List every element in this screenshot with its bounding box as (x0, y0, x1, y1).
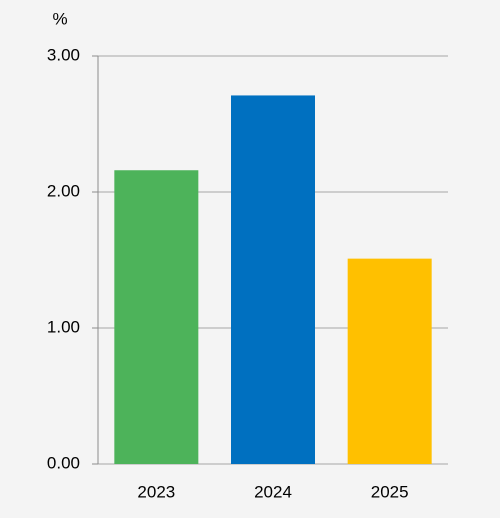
y-axis-label: % (52, 9, 67, 28)
x-tick-label: 2024 (254, 482, 292, 501)
x-tick-label: 2023 (137, 482, 175, 501)
x-tick-label: 2025 (371, 482, 409, 501)
bar (231, 95, 315, 464)
y-tick-label: 1.00 (47, 317, 80, 336)
y-tick-label: 3.00 (47, 45, 80, 64)
y-tick-label: 0.00 (47, 453, 80, 472)
bar (347, 258, 432, 464)
bar (114, 170, 199, 465)
y-tick-label: 2.00 (47, 181, 80, 200)
